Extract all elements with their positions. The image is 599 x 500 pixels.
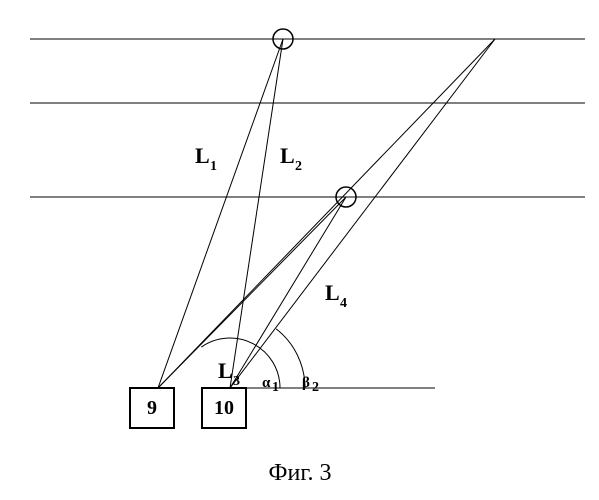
label-beta-sub: 2 bbox=[312, 380, 319, 395]
label-L2: L bbox=[280, 143, 295, 168]
beta-arc bbox=[276, 329, 305, 388]
box-label-9: 9 bbox=[147, 397, 157, 419]
label-L4-sub: 4 bbox=[340, 296, 347, 311]
ray-L2 bbox=[230, 39, 283, 388]
ray-far-10 bbox=[230, 39, 495, 388]
figure-caption: Фиг. 3 bbox=[269, 460, 332, 486]
label-L2-sub: 2 bbox=[295, 159, 302, 174]
ray-far-9 bbox=[158, 39, 495, 388]
label-L3: L bbox=[218, 358, 233, 383]
label-beta: β bbox=[302, 375, 310, 391]
label-L1-sub: 1 bbox=[210, 159, 217, 174]
label-alpha: α bbox=[262, 375, 271, 391]
label-alpha-sub: 1 bbox=[272, 380, 279, 395]
label-L4: L bbox=[325, 280, 340, 305]
label-L3-sub: 3 bbox=[233, 374, 240, 389]
box-label-10: 10 bbox=[214, 397, 234, 419]
label-L1: L bbox=[195, 143, 210, 168]
ray-L1 bbox=[158, 39, 283, 388]
